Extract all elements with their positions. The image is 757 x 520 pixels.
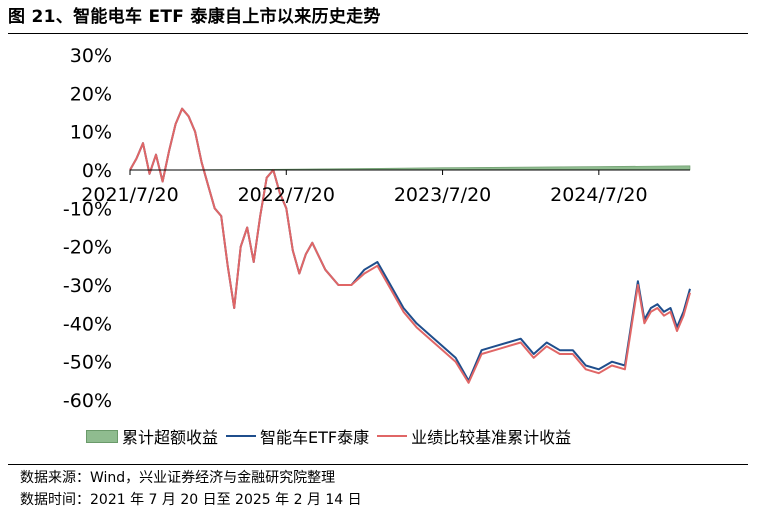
legend-swatch-benchmark (377, 435, 408, 437)
legend-label-excess: 累计超额收益 (122, 428, 219, 447)
legend-swatch-excess (86, 429, 118, 443)
title-rule (8, 33, 748, 34)
x-tick-label: 2023/7/20 (394, 184, 491, 206)
x-tick-label: 2024/7/20 (550, 184, 647, 206)
y-tick-label: -30% (63, 275, 112, 297)
data-source-note: 数据来源：Wind，兴业证券经济与金融研究院整理 (20, 470, 336, 486)
legend-label-etf: 智能车ETF泰康 (260, 428, 370, 447)
series-excess-area (129, 165, 691, 171)
y-tick-label: 20% (70, 83, 112, 105)
x-tick-label: 2021/7/20 (81, 184, 178, 206)
y-tick-label: 10% (70, 122, 112, 144)
y-tick-label: 30% (70, 45, 112, 67)
y-tick-label: -40% (63, 313, 112, 335)
series-etf-line (129, 107, 691, 382)
y-tick-label: -20% (63, 237, 112, 259)
x-tick-label: 2022/7/20 (238, 184, 335, 206)
legend-item-benchmark: 业绩比较基准累计收益 (377, 424, 571, 448)
legend-item-excess: 累计超额收益 (86, 424, 218, 448)
data-time-note: 数据时间：2021 年 7 月 20 日至 2025 年 2 月 14 日 (20, 492, 362, 508)
chart-legend: 累计超额收益 智能车ETF泰康 业绩比较基准累计收益 (86, 423, 579, 449)
legend-item-etf: 智能车ETF泰康 (226, 424, 369, 448)
y-tick-label: 0% (82, 160, 112, 182)
legend-label-benchmark: 业绩比较基准累计收益 (411, 428, 572, 447)
series-benchmark-line (129, 107, 691, 384)
footer-rule (8, 464, 748, 465)
legend-swatch-etf (226, 435, 257, 437)
y-tick-label: -10% (63, 198, 112, 220)
y-tick-label: -60% (63, 390, 112, 412)
y-tick-label: -50% (63, 352, 112, 374)
chart-title: 图 21、智能电车 ETF 泰康自上市以来历史走势 (8, 7, 381, 27)
